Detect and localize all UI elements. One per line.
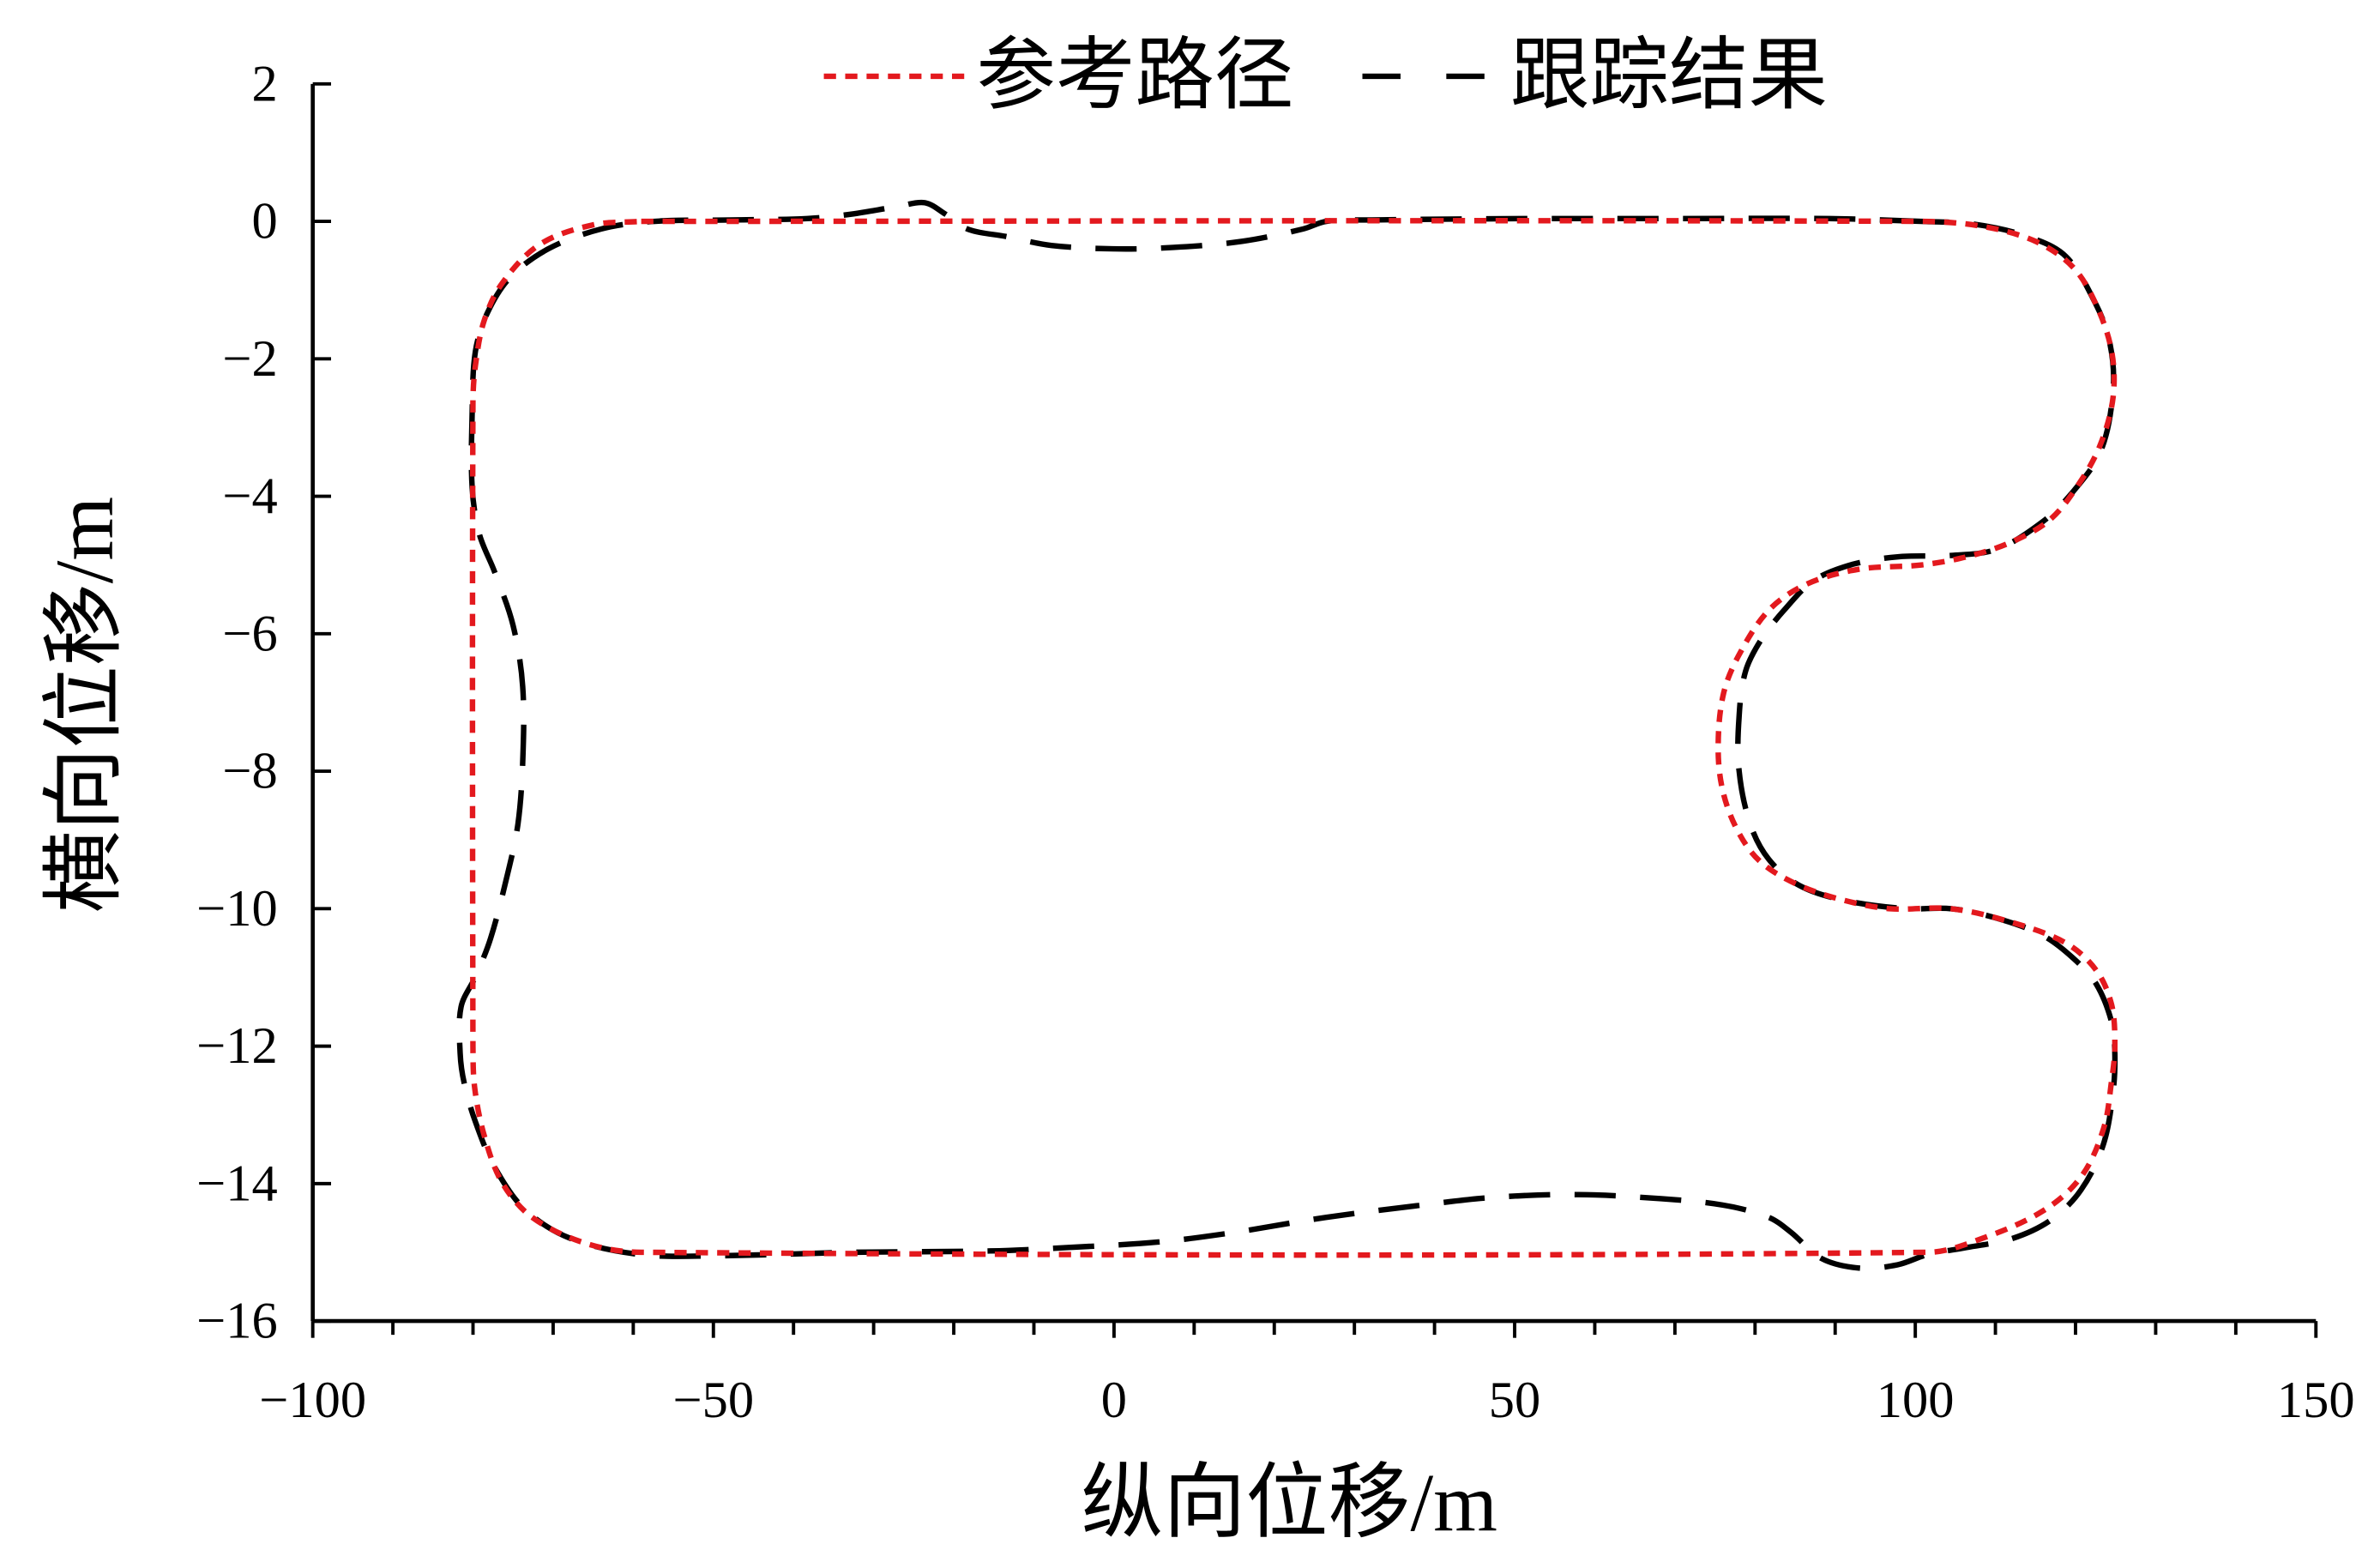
y-tick-label: −8: [222, 743, 277, 800]
x-tick-label: 0: [1101, 1372, 1127, 1429]
y-tick-label: 2: [252, 55, 278, 112]
plot-area: [456, 199, 2118, 1271]
y-tick-label: 0: [252, 193, 278, 250]
legend-label-reference-path: 参考路径: [976, 33, 1293, 120]
x-tick-label: 100: [1877, 1372, 1955, 1429]
axis-tick-labels: −100 −50 0 50 100 150 2 0 −2 −4 −6 −8 −10 −12 −14 −16: [196, 55, 2354, 1429]
y-tick-label: −12: [196, 1017, 278, 1075]
x-tick-label: 50: [1489, 1372, 1540, 1429]
x-tick-label: 150: [2277, 1372, 2355, 1429]
y-tick-label: −2: [222, 330, 277, 388]
series-line-reference-path: [469, 218, 2118, 1258]
y-tick-label: −14: [196, 1155, 278, 1212]
x-tick-label: −100: [259, 1372, 366, 1429]
x-tick-label: −50: [672, 1372, 754, 1429]
axis-ticks: [310, 81, 2318, 1338]
y-tick-label: −10: [196, 880, 278, 938]
y-tick-label: −16: [196, 1293, 278, 1350]
legend: 参考路径 跟踪结果: [823, 33, 1828, 120]
y-axis-title: 横向位移/m: [38, 497, 130, 913]
series-line-tracking-result: [456, 199, 2118, 1271]
x-axis-title: 纵向位移/m: [1081, 1456, 1497, 1548]
legend-label-tracking-result: 跟踪结果: [1510, 33, 1828, 120]
y-tick-label: −4: [222, 467, 277, 525]
y-tick-label: −6: [222, 605, 277, 662]
